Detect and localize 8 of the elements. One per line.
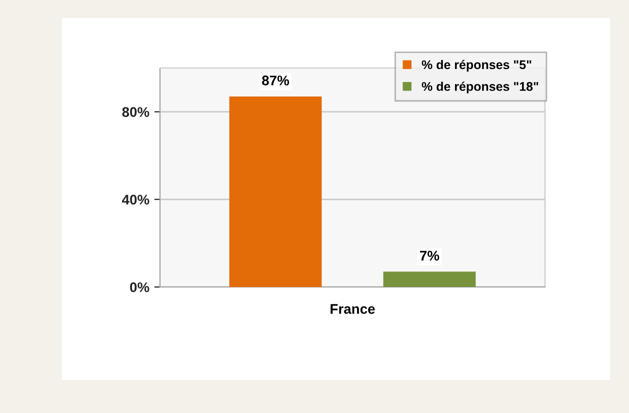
x-tick-label: France: [330, 304, 375, 314]
y-tick-label: 40%: [122, 194, 150, 205]
data-label: 87%: [262, 76, 290, 86]
legend-label: % de réponses "5": [422, 60, 532, 72]
y-tick-label: 80%: [122, 107, 150, 117]
y-tick-label: 0%: [130, 282, 150, 292]
data-label: 7%: [420, 250, 440, 261]
legend-label: % de réponses "18": [422, 82, 538, 94]
